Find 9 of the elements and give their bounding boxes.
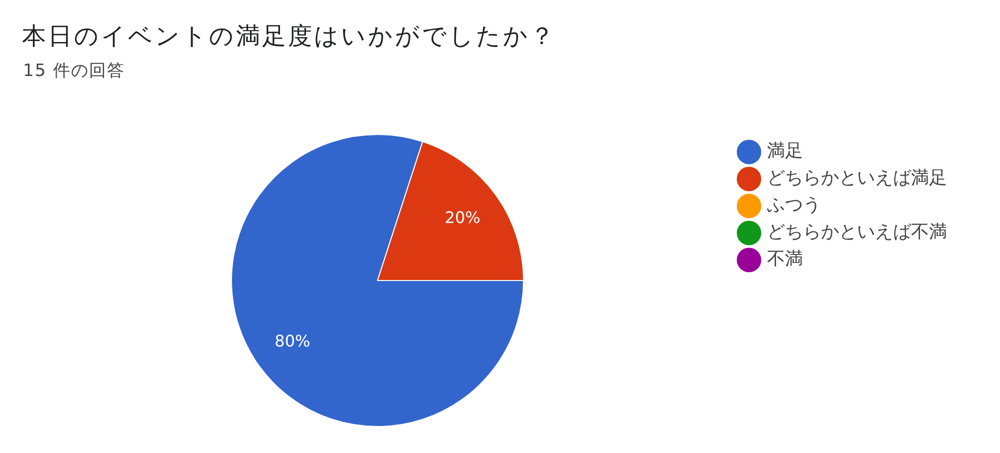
chart-title: 本日のイベントの満足度はいかがでしたか？ xyxy=(22,21,556,51)
text: 15 件の回答 xyxy=(23,60,126,82)
data-label: 80% xyxy=(274,331,310,350)
data-label: 20% xyxy=(444,208,480,227)
legend-label: 満足 xyxy=(767,140,803,162)
legend-label: ふつう xyxy=(766,194,821,216)
legend-label: どちらかといえば満足 xyxy=(767,168,947,189)
legend-label: 不満 xyxy=(767,248,803,270)
legend-label: どちらかといえば不満 xyxy=(767,222,947,243)
